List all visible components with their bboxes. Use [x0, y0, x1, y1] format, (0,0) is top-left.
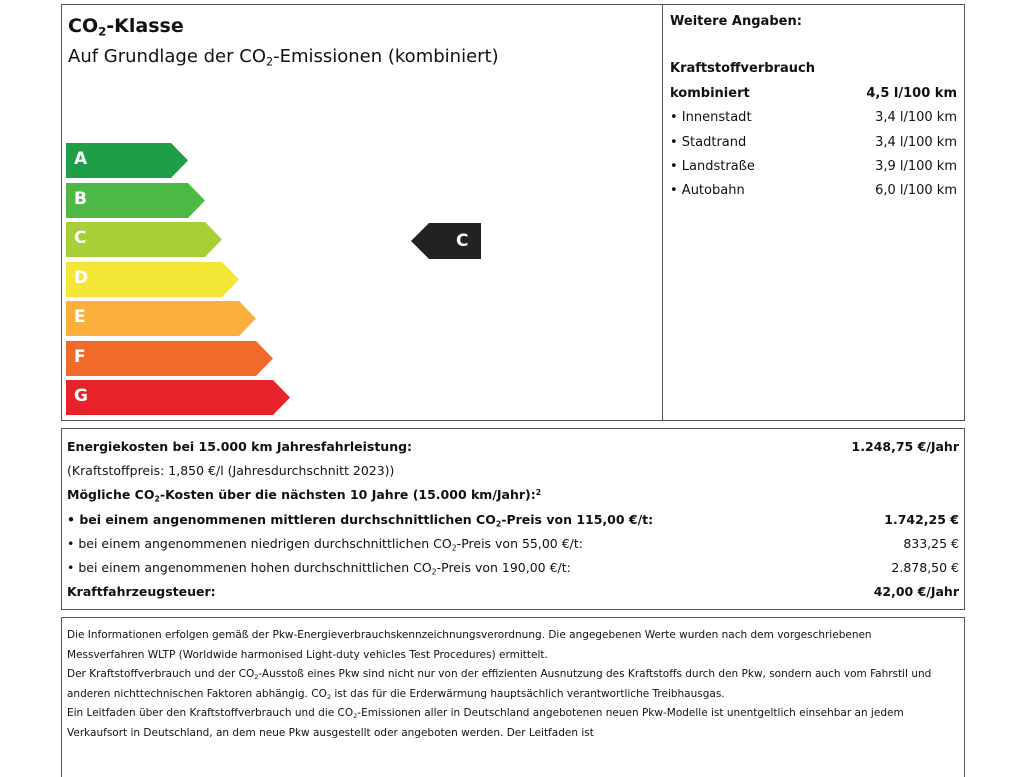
- pointer-arrow-shape: [411, 223, 481, 259]
- further-details-panel: Weitere Angaben: Kraftstoffverbrauch kom…: [662, 4, 965, 421]
- costs-panel: Energiekosten bei 15.000 km Jahresfahrle…: [61, 428, 965, 610]
- current-class-label: C: [456, 231, 469, 251]
- co2-scenario-row: • bei einem angenommenen niedrigen durch…: [67, 536, 959, 558]
- legal-notice-paragraph-2: Der Kraftstoffverbrauch und der CO2-Auss…: [67, 668, 932, 701]
- class-bar-label: D: [74, 267, 89, 288]
- current-class-pointer: C: [411, 223, 481, 259]
- co2-scenario-row: • bei einem angenommenen mittleren durch…: [67, 512, 959, 534]
- co2-scenario-value: 2.878,50 €: [891, 560, 959, 575]
- co2-scenario-value: 1.742,25 €: [884, 512, 959, 527]
- consumption-row: • Innenstadt 3,4 l/100 km: [670, 110, 957, 130]
- consumption-label: • Autobahn: [670, 183, 745, 199]
- class-bar-d: D: [66, 261, 239, 297]
- fuel-price-text: (Kraftstoffpreis: 1,850 €/l (Jahresdurch…: [67, 463, 395, 478]
- co2-scenario-label: • bei einem angenommenen niedrigen durch…: [67, 536, 584, 553]
- class-bar-g: G: [66, 380, 290, 415]
- energy-costs-label: Energiekosten bei 15.000 km Jahresfahrle…: [67, 439, 413, 454]
- co2-class-title: CO2-Klasse: [68, 15, 184, 39]
- class-bar-label: A: [74, 149, 88, 169]
- class-bar-a: A: [66, 143, 188, 178]
- consumption-value: 4,5 l/100 km: [866, 86, 957, 101]
- class-bar-label: E: [74, 307, 86, 327]
- class-bar-label: C: [74, 228, 87, 248]
- further-details-heading: Weitere Angaben:: [670, 14, 802, 29]
- co2-scenario-label: • bei einem angenommenen hohen durchschn…: [67, 560, 571, 577]
- legal-notice-text: Die Informationen erfolgen gemäß der Pkw…: [67, 626, 952, 743]
- consumption-value: 3,9 l/100 km: [875, 158, 957, 174]
- consumption-row: • Stadtrand 3,4 l/100 km: [670, 135, 957, 155]
- class-bar-b: B: [66, 182, 205, 218]
- consumption-value: 3,4 l/100 km: [875, 134, 957, 150]
- class-bar-label: F: [74, 346, 86, 367]
- co2-costs-heading: Mögliche CO2-Kosten über die nächsten 10…: [67, 487, 542, 504]
- consumption-value: 6,0 l/100 km: [875, 183, 957, 199]
- energy-costs-value: 1.248,75 €/Jahr: [851, 439, 959, 454]
- consumption-value: 3,4 l/100 km: [875, 110, 957, 126]
- class-bar-c: C: [66, 222, 222, 257]
- legal-notice-panel: Die Informationen erfolgen gemäß der Pkw…: [61, 617, 965, 777]
- co2-scenario-label: • bei einem angenommenen mittleren durch…: [67, 512, 654, 529]
- consumption-label: • Landstraße: [670, 158, 755, 174]
- co2-scenario-row: • bei einem angenommenen hohen durchschn…: [67, 560, 959, 582]
- vehicle-tax-value: 42,00 €/Jahr: [873, 584, 959, 599]
- fuel-price-row: (Kraftstoffpreis: 1,850 €/l (Jahresdurch…: [67, 463, 959, 485]
- co2-class-subtitle: Auf Grundlage der CO2-Emissionen (kombin…: [68, 46, 499, 69]
- consumption-label: kombiniert: [670, 86, 750, 101]
- fuel-consumption-heading: Kraftstoffverbrauch: [670, 61, 815, 76]
- class-bar-e: E: [66, 301, 256, 336]
- consumption-row: • Landstraße 3,9 l/100 km: [670, 159, 957, 179]
- consumption-row: • Autobahn 6,0 l/100 km: [670, 183, 957, 203]
- legal-notice-paragraph-1: Die Informationen erfolgen gemäß der Pkw…: [67, 629, 872, 661]
- class-bar-label: B: [74, 188, 87, 209]
- vehicle-tax-label: Kraftfahrzeugsteuer:: [67, 584, 216, 599]
- vehicle-tax-row: Kraftfahrzeugsteuer: 42,00 €/Jahr: [67, 584, 959, 606]
- co2-costs-heading-row: Mögliche CO2-Kosten über die nächsten 10…: [67, 487, 959, 509]
- consumption-label: • Stadtrand: [670, 134, 747, 150]
- class-bar-label: G: [74, 386, 88, 406]
- consumption-label: • Innenstadt: [670, 110, 752, 126]
- consumption-row: kombiniert 4,5 l/100 km: [670, 86, 957, 106]
- co2-scenario-value: 833,25 €: [903, 536, 959, 551]
- legal-notice-paragraph-3: Ein Leitfaden über den Kraftstoffverbrau…: [67, 707, 904, 739]
- class-bar-f: F: [66, 340, 273, 376]
- co2-class-panel: CO2-Klasse Auf Grundlage der CO2-Emissio…: [61, 4, 663, 421]
- energy-costs-row: Energiekosten bei 15.000 km Jahresfahrle…: [67, 439, 959, 461]
